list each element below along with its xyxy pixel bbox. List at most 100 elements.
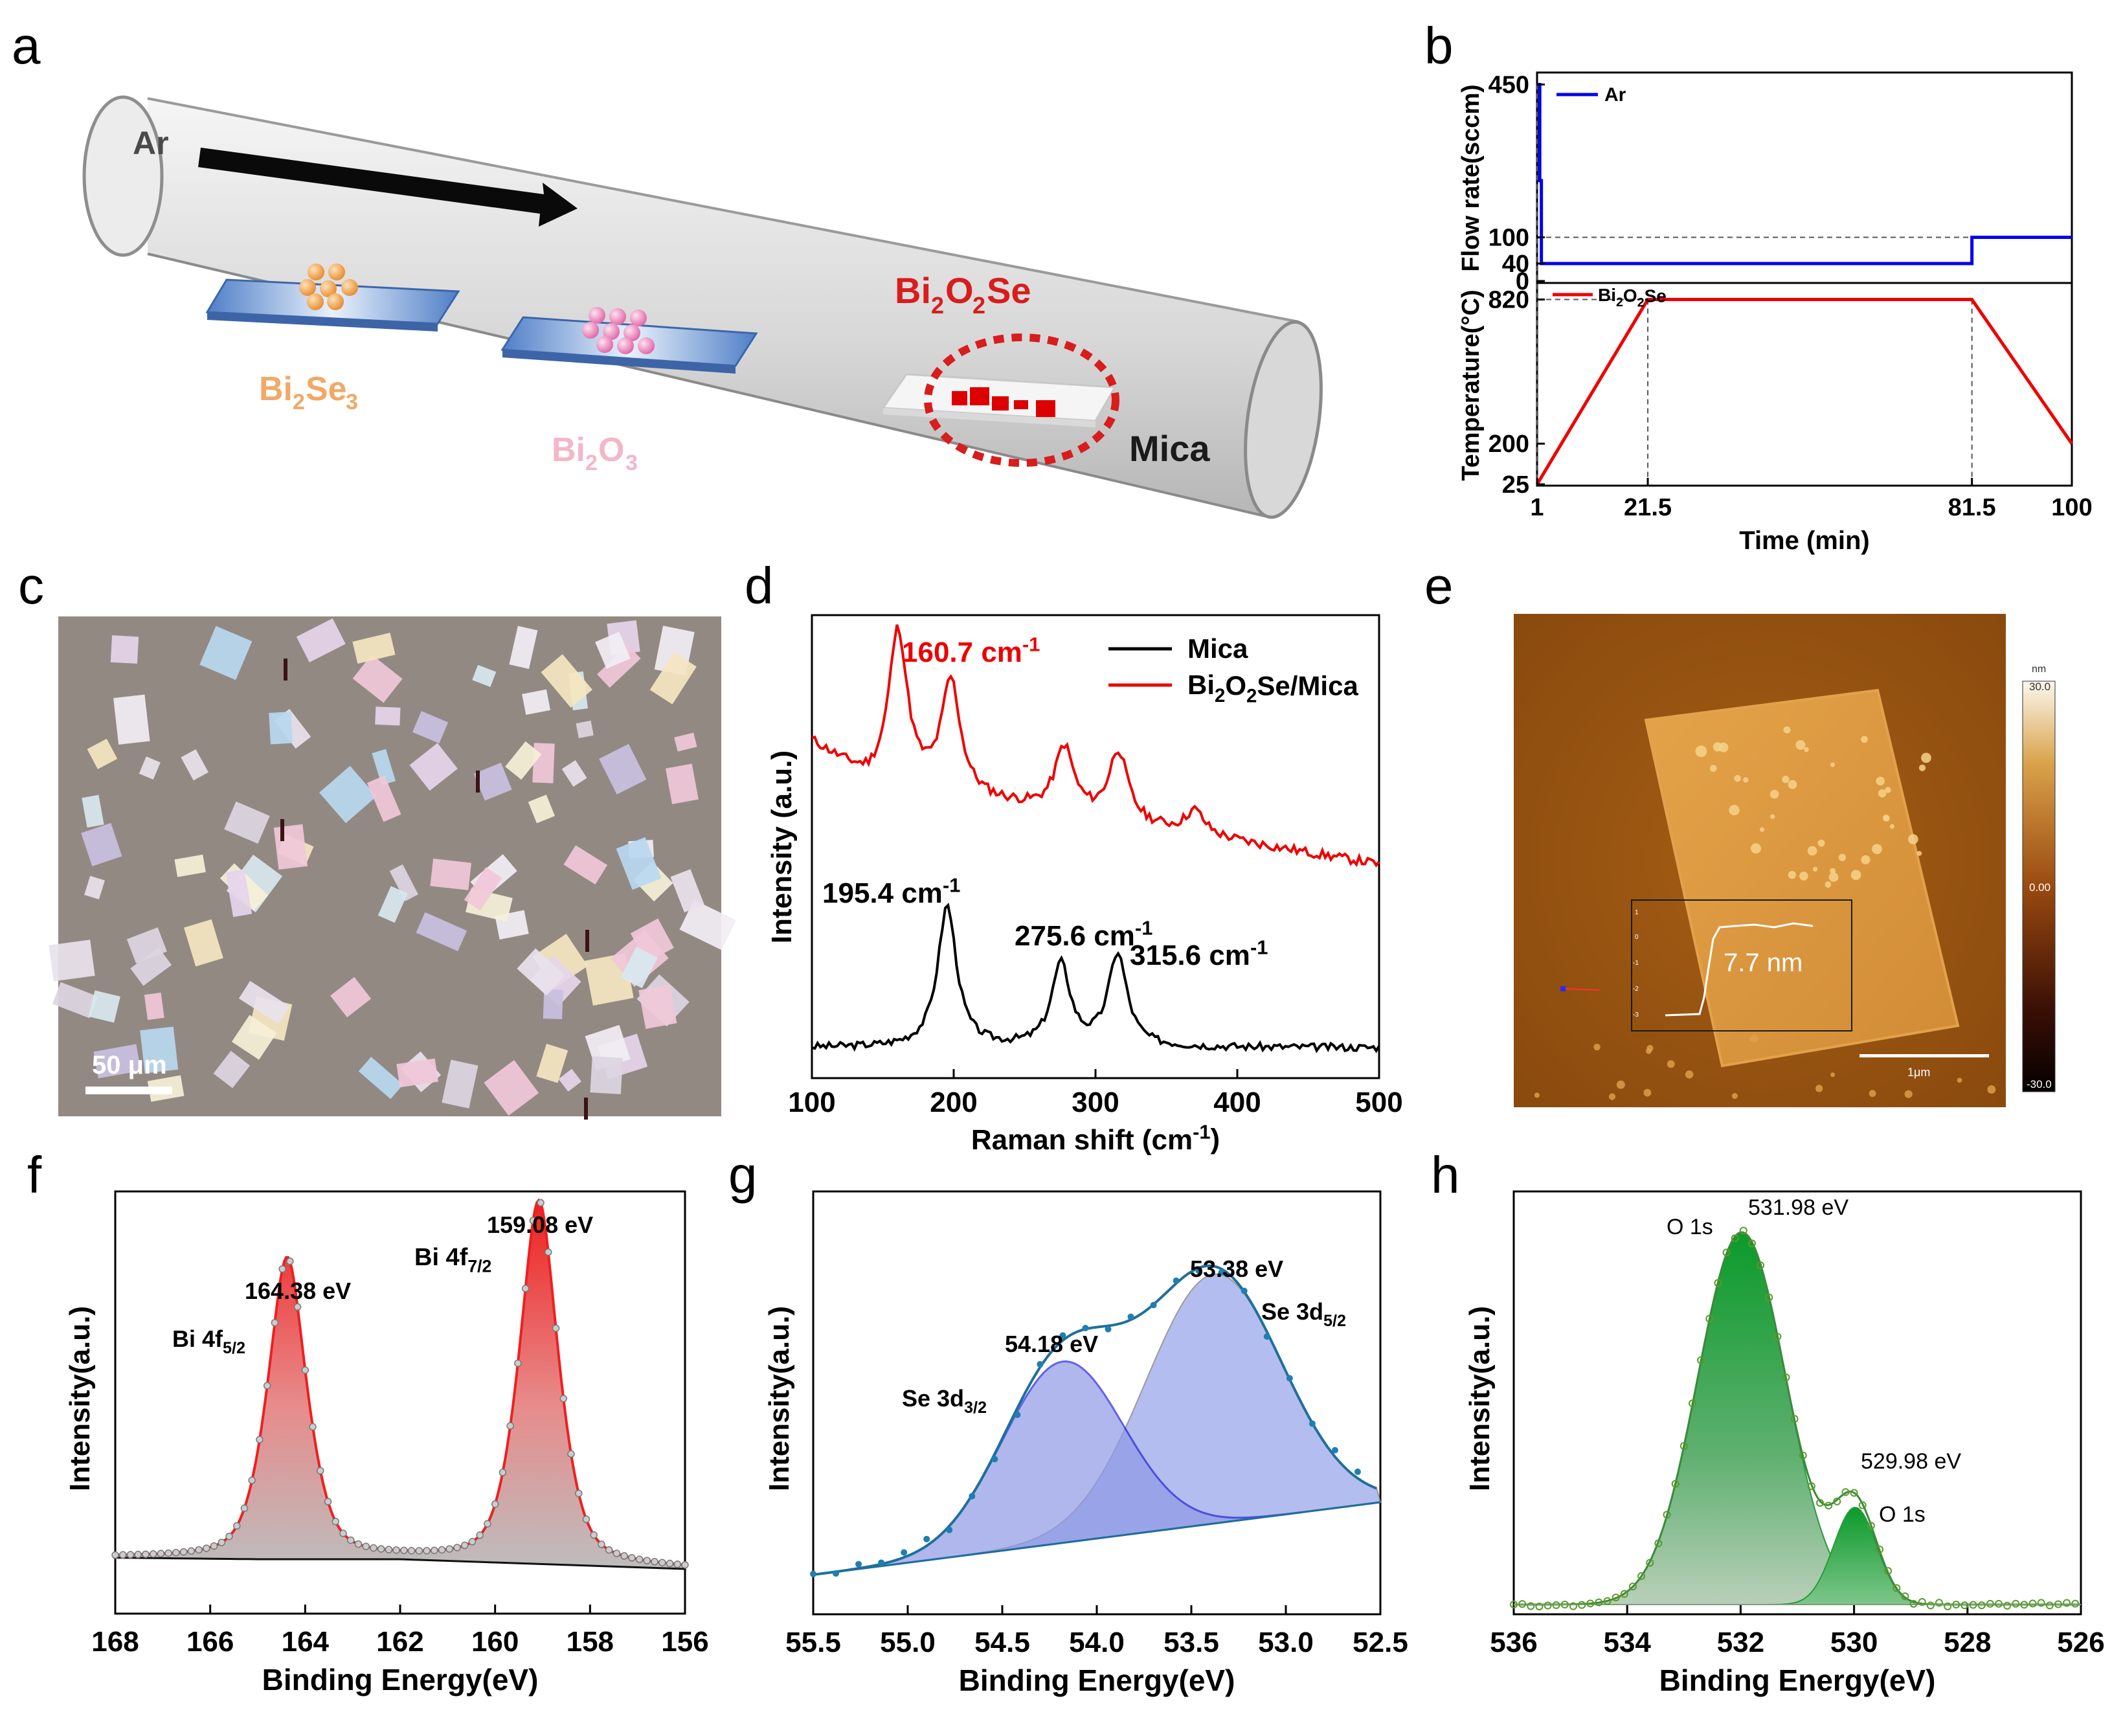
data-point [431, 1546, 438, 1555]
afm-particle [1695, 745, 1707, 758]
flake [517, 948, 565, 996]
data-point [878, 1559, 885, 1566]
data-point [346, 1536, 355, 1544]
afm-particle [1908, 834, 1918, 844]
flake [93, 1044, 141, 1079]
data-point [111, 1551, 119, 1559]
data-point [324, 1498, 332, 1505]
data-point [1994, 1599, 2003, 1608]
afm-particle [1608, 1093, 1616, 1100]
x-tick-label: 536 [1490, 1627, 1537, 1658]
x-tick-label: 300 [1072, 1087, 1119, 1118]
flake [139, 756, 161, 780]
panel-label-d: d [745, 557, 774, 614]
x-tick-label: 53.0 [1258, 1627, 1314, 1658]
data-point [407, 1547, 416, 1555]
flake [377, 886, 408, 923]
afm-particle [1749, 1037, 1753, 1041]
data-point [1858, 1501, 1867, 1509]
optical-micrograph: 50 μm [49, 616, 737, 1120]
flake [330, 976, 372, 1018]
afm-particle [1788, 870, 1796, 879]
flake [84, 875, 105, 899]
source1-label: Bi 2 Se 3 [259, 370, 358, 414]
data-point [1935, 1599, 1943, 1607]
afm-colorbar [2022, 681, 2056, 1092]
flake [536, 1043, 568, 1083]
x-tick-label: 52.5 [1353, 1627, 1408, 1658]
data-point [855, 1561, 862, 1568]
flake [82, 795, 104, 828]
colorbar-mid: 0.00 [2029, 881, 2050, 894]
data-point [2071, 1599, 2080, 1608]
data-point [1705, 1314, 1714, 1323]
data-point [1544, 1601, 1552, 1610]
data-point [1595, 1598, 1603, 1606]
afm-particle [1878, 789, 1887, 798]
x-axis-label: Raman shift (cm-1) [971, 1120, 1220, 1156]
scalebar-c-label: 50 μm [92, 1051, 167, 1079]
flake [352, 633, 396, 664]
svg-text:Se: Se [987, 270, 1031, 311]
data-point [2028, 1599, 2037, 1608]
flake [597, 645, 641, 688]
flake [366, 775, 401, 822]
data-point [810, 1570, 816, 1577]
data-point [339, 1529, 347, 1537]
afm-image: 1 0 -1 -2 -3 7.7 nm 1μm nm 30.0 0.00 -30… [1514, 614, 2056, 1107]
data-point [484, 1520, 491, 1527]
flake [590, 1056, 623, 1094]
afm-inset-ticks: 1 0 -1 -2 -3 [1633, 909, 1639, 1019]
data-point [126, 1551, 135, 1559]
panel-label-b: b [1424, 17, 1454, 74]
data-point [172, 1548, 180, 1557]
peak-label: 53.38 eV [1190, 1256, 1283, 1282]
panel-label-a: a [12, 17, 41, 74]
peak-label-195: 195.4 cm-1 [822, 874, 960, 909]
data-point [1816, 1498, 1825, 1507]
peak-label-315: 315.6 cm-1 [1130, 936, 1268, 971]
data-point [1552, 1601, 1560, 1609]
data-point [2037, 1599, 2045, 1607]
legend-mica: Mica [1187, 633, 1248, 664]
data-point [331, 1517, 340, 1526]
data-point [635, 1555, 644, 1563]
data-point [225, 1532, 233, 1540]
data-point [1263, 1333, 1270, 1340]
data-point [400, 1546, 408, 1555]
afm-particle [1861, 736, 1868, 743]
svg-text:O: O [945, 270, 974, 311]
svg-text:2: 2 [931, 292, 944, 319]
data-point [2045, 1601, 2054, 1610]
data-point [923, 1535, 930, 1542]
flake [231, 1015, 277, 1060]
y-tick-label: 25 [1502, 471, 1529, 499]
afm-particle [1830, 1072, 1836, 1077]
data-point [1671, 1480, 1679, 1488]
afm-particle [1795, 739, 1806, 750]
data-point [1697, 1356, 1705, 1364]
x-tick-label: 21.5 [1624, 494, 1672, 521]
peak-label: 164.38 eV [245, 1278, 351, 1304]
flake [396, 1058, 438, 1088]
tube-left-opening [82, 95, 164, 257]
data-point [278, 1265, 286, 1273]
afm-particle [1921, 752, 1931, 763]
data-point [415, 1547, 423, 1555]
substrate-bi2o3 [500, 307, 758, 374]
flake [372, 749, 396, 785]
data-point [2003, 1601, 2012, 1610]
product-highlight-circle [924, 333, 1119, 467]
dark-flake [584, 1098, 588, 1120]
afm-particle [1799, 872, 1808, 881]
data-point [1309, 1420, 1316, 1427]
data-point [1560, 1600, 1569, 1608]
data-point [210, 1542, 218, 1550]
dark-flake [476, 771, 480, 793]
flake [442, 1059, 478, 1109]
flake [352, 654, 403, 703]
flake [181, 749, 208, 781]
x-tick-label: 200 [930, 1087, 977, 1118]
x-tick-label: 532 [1717, 1627, 1764, 1658]
